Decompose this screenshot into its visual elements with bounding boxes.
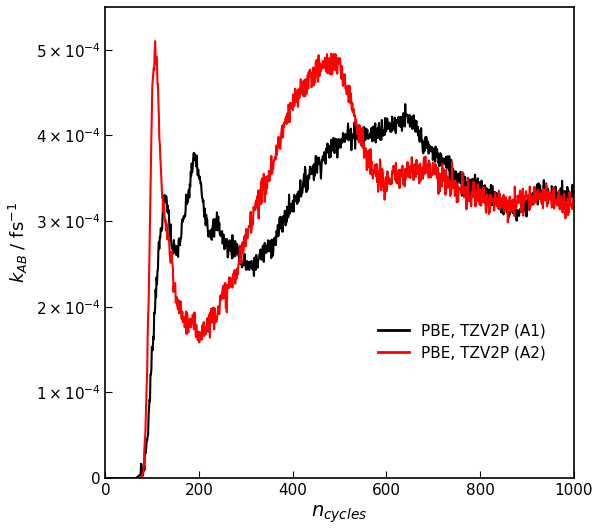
PBE, TZV2P (A1) — [548, 193, 555, 200]
Line: PBE, TZV2P (A2): PBE, TZV2P (A2) — [106, 41, 574, 478]
Line: PBE, TZV2P (A1): PBE, TZV2P (A1) — [106, 104, 574, 478]
Y-axis label: $k_{AB}$ / fs$^{-1}$: $k_{AB}$ / fs$^{-1}$ — [7, 202, 30, 283]
PBE, TZV2P (A1) — [517, 206, 524, 212]
PBE, TZV2P (A2) — [102, 475, 109, 481]
PBE, TZV2P (A2) — [152, 38, 159, 44]
PBE, TZV2P (A1) — [467, 178, 475, 185]
PBE, TZV2P (A1) — [570, 196, 577, 203]
PBE, TZV2P (A2) — [570, 196, 577, 203]
PBE, TZV2P (A2) — [485, 196, 492, 202]
PBE, TZV2P (A2) — [517, 187, 524, 194]
PBE, TZV2P (A1) — [102, 475, 109, 481]
PBE, TZV2P (A2) — [548, 200, 555, 206]
PBE, TZV2P (A2) — [130, 475, 137, 481]
PBE, TZV2P (A1) — [197, 181, 204, 187]
X-axis label: $n_{cycles}$: $n_{cycles}$ — [311, 504, 368, 525]
Legend: PBE, TZV2P (A1), PBE, TZV2P (A2): PBE, TZV2P (A1), PBE, TZV2P (A2) — [373, 317, 552, 367]
PBE, TZV2P (A2) — [467, 198, 475, 205]
PBE, TZV2P (A2) — [197, 336, 205, 342]
PBE, TZV2P (A1) — [485, 200, 492, 206]
PBE, TZV2P (A1) — [401, 101, 409, 107]
PBE, TZV2P (A1) — [130, 475, 137, 481]
